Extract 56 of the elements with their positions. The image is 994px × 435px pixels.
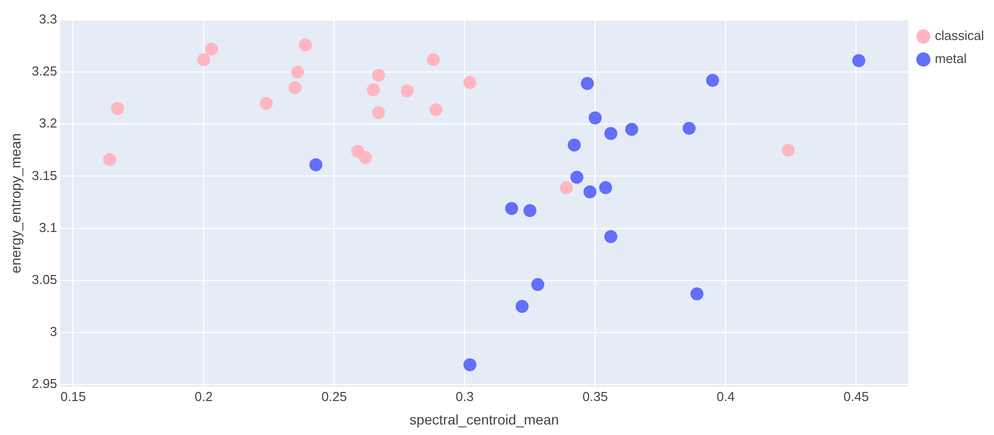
point	[463, 358, 476, 372]
point	[568, 138, 581, 152]
point	[426, 53, 440, 66]
point	[599, 181, 612, 194]
point	[298, 38, 312, 52]
point	[288, 81, 302, 94]
point	[103, 153, 116, 166]
point	[463, 76, 476, 89]
y-tick-label: 2.95	[32, 376, 58, 392]
point	[291, 66, 304, 79]
point	[682, 122, 696, 135]
point	[706, 74, 720, 87]
point	[625, 122, 638, 136]
y-tick-label: 3	[50, 324, 58, 340]
y-tick-label: 3.25	[32, 64, 58, 79]
point	[531, 278, 544, 292]
y-tick-label: 3.2	[39, 116, 58, 131]
point	[580, 77, 594, 90]
point	[197, 53, 210, 66]
point	[690, 287, 704, 300]
point	[358, 150, 372, 164]
point	[505, 202, 518, 216]
y-tick-label: 3.1	[39, 220, 58, 235]
y-tick-label: 3.3	[39, 12, 58, 27]
point	[366, 83, 380, 96]
x-tick-label: 0.3	[456, 388, 474, 404]
x-tick-label: 0.35	[582, 388, 608, 404]
point	[111, 102, 124, 116]
x-tick-label: 0.45	[844, 388, 869, 404]
point	[604, 230, 618, 244]
point	[782, 144, 795, 157]
x-axis-title: spectral_centroid_mean	[410, 411, 559, 428]
point	[400, 84, 414, 98]
x-tick-label: 0.15	[60, 388, 86, 404]
y-tick-label: 3.05	[32, 272, 58, 287]
point	[570, 170, 584, 184]
x-tick-label: 0.2	[194, 388, 213, 404]
point	[588, 111, 602, 124]
point	[429, 103, 442, 116]
point	[852, 54, 866, 68]
point	[372, 68, 386, 82]
y-tick-label: 3.15	[32, 168, 58, 183]
point	[372, 106, 386, 120]
point	[204, 42, 218, 56]
point	[560, 181, 573, 194]
x-tick-label: 0.25	[322, 388, 347, 404]
point	[260, 96, 273, 110]
point	[516, 300, 529, 313]
x-tick-label: 0.4	[716, 388, 735, 404]
point	[604, 127, 618, 140]
point	[309, 158, 322, 172]
legend-label: metal	[934, 51, 967, 66]
point	[583, 185, 596, 198]
point	[523, 204, 536, 218]
y-axis-title: energy_entropy_mean	[7, 133, 24, 274]
legend-label: classical	[934, 28, 984, 44]
